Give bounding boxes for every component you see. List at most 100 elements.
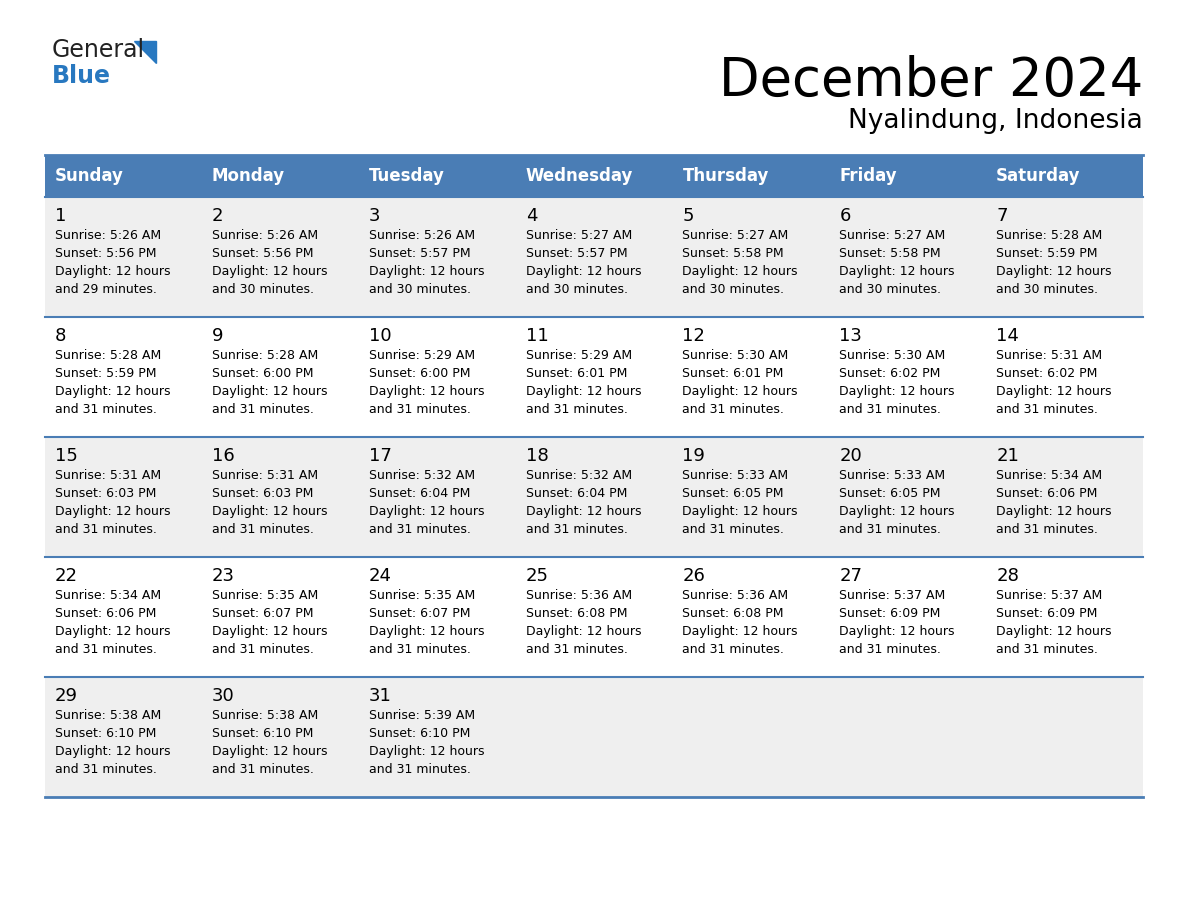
Text: Daylight: 12 hours: Daylight: 12 hours: [997, 625, 1112, 638]
Text: Sunset: 6:07 PM: Sunset: 6:07 PM: [211, 607, 314, 620]
Text: Sunset: 6:00 PM: Sunset: 6:00 PM: [368, 367, 470, 380]
Bar: [202, 155, 359, 197]
Bar: [829, 155, 986, 197]
Text: 20: 20: [839, 447, 862, 465]
Text: Daylight: 12 hours: Daylight: 12 hours: [525, 385, 642, 398]
Bar: [45, 197, 1143, 317]
Text: and 31 minutes.: and 31 minutes.: [211, 523, 314, 536]
Text: Sunset: 6:05 PM: Sunset: 6:05 PM: [682, 487, 784, 500]
Text: and 30 minutes.: and 30 minutes.: [211, 283, 314, 296]
Text: Daylight: 12 hours: Daylight: 12 hours: [839, 505, 955, 518]
Bar: [516, 155, 672, 197]
Text: Sunrise: 5:34 AM: Sunrise: 5:34 AM: [997, 469, 1102, 482]
Text: Daylight: 12 hours: Daylight: 12 hours: [525, 505, 642, 518]
Text: Sunset: 6:00 PM: Sunset: 6:00 PM: [211, 367, 314, 380]
Text: Sunrise: 5:29 AM: Sunrise: 5:29 AM: [368, 349, 475, 362]
Text: and 31 minutes.: and 31 minutes.: [682, 403, 784, 416]
Text: Sunset: 6:01 PM: Sunset: 6:01 PM: [682, 367, 784, 380]
Text: 13: 13: [839, 327, 862, 345]
Text: Sunset: 6:06 PM: Sunset: 6:06 PM: [997, 487, 1098, 500]
Text: and 31 minutes.: and 31 minutes.: [997, 643, 1098, 656]
Text: Daylight: 12 hours: Daylight: 12 hours: [55, 505, 171, 518]
Text: Sunset: 6:05 PM: Sunset: 6:05 PM: [839, 487, 941, 500]
Bar: [45, 677, 1143, 797]
Text: Sunrise: 5:26 AM: Sunrise: 5:26 AM: [368, 229, 475, 242]
Text: Sunrise: 5:29 AM: Sunrise: 5:29 AM: [525, 349, 632, 362]
Text: Friday: Friday: [839, 167, 897, 185]
Text: Sunrise: 5:27 AM: Sunrise: 5:27 AM: [682, 229, 789, 242]
Text: 29: 29: [55, 687, 78, 705]
Text: and 31 minutes.: and 31 minutes.: [211, 643, 314, 656]
Text: Sunrise: 5:38 AM: Sunrise: 5:38 AM: [55, 709, 162, 722]
Text: Sunset: 5:57 PM: Sunset: 5:57 PM: [368, 247, 470, 260]
Text: and 31 minutes.: and 31 minutes.: [997, 403, 1098, 416]
Text: Thursday: Thursday: [682, 167, 769, 185]
Text: and 30 minutes.: and 30 minutes.: [525, 283, 627, 296]
Text: and 31 minutes.: and 31 minutes.: [839, 403, 941, 416]
Text: 3: 3: [368, 207, 380, 225]
Text: Wednesday: Wednesday: [525, 167, 633, 185]
Text: Daylight: 12 hours: Daylight: 12 hours: [211, 625, 328, 638]
Text: Daylight: 12 hours: Daylight: 12 hours: [55, 745, 171, 758]
Text: Daylight: 12 hours: Daylight: 12 hours: [682, 505, 798, 518]
Text: Sunset: 6:03 PM: Sunset: 6:03 PM: [211, 487, 314, 500]
Text: Sunrise: 5:36 AM: Sunrise: 5:36 AM: [682, 589, 789, 602]
Text: 21: 21: [997, 447, 1019, 465]
Text: 17: 17: [368, 447, 392, 465]
Text: Sunset: 5:59 PM: Sunset: 5:59 PM: [997, 247, 1098, 260]
Text: Daylight: 12 hours: Daylight: 12 hours: [368, 745, 485, 758]
Text: Daylight: 12 hours: Daylight: 12 hours: [839, 265, 955, 278]
Text: Sunset: 6:04 PM: Sunset: 6:04 PM: [525, 487, 627, 500]
Text: 16: 16: [211, 447, 234, 465]
Text: and 31 minutes.: and 31 minutes.: [55, 763, 157, 776]
Text: General: General: [52, 38, 145, 62]
Text: and 31 minutes.: and 31 minutes.: [839, 523, 941, 536]
Text: 31: 31: [368, 687, 392, 705]
Text: Sunset: 5:56 PM: Sunset: 5:56 PM: [211, 247, 314, 260]
Bar: [45, 155, 202, 197]
Text: and 30 minutes.: and 30 minutes.: [839, 283, 941, 296]
Text: Daylight: 12 hours: Daylight: 12 hours: [55, 625, 171, 638]
Text: Sunrise: 5:30 AM: Sunrise: 5:30 AM: [839, 349, 946, 362]
Text: 28: 28: [997, 567, 1019, 585]
Text: 12: 12: [682, 327, 706, 345]
Text: Daylight: 12 hours: Daylight: 12 hours: [525, 265, 642, 278]
Text: 5: 5: [682, 207, 694, 225]
Text: Sunrise: 5:37 AM: Sunrise: 5:37 AM: [839, 589, 946, 602]
Text: Sunset: 6:01 PM: Sunset: 6:01 PM: [525, 367, 627, 380]
Text: Daylight: 12 hours: Daylight: 12 hours: [211, 745, 328, 758]
Text: Sunrise: 5:39 AM: Sunrise: 5:39 AM: [368, 709, 475, 722]
Text: and 30 minutes.: and 30 minutes.: [997, 283, 1098, 296]
Text: and 31 minutes.: and 31 minutes.: [682, 643, 784, 656]
Text: Sunset: 6:10 PM: Sunset: 6:10 PM: [368, 727, 470, 740]
Text: December 2024: December 2024: [719, 55, 1143, 107]
Text: 1: 1: [55, 207, 67, 225]
Text: 2: 2: [211, 207, 223, 225]
Text: 7: 7: [997, 207, 1007, 225]
Text: 25: 25: [525, 567, 549, 585]
Text: Sunset: 5:58 PM: Sunset: 5:58 PM: [682, 247, 784, 260]
Text: Daylight: 12 hours: Daylight: 12 hours: [211, 265, 328, 278]
Text: 26: 26: [682, 567, 706, 585]
Text: Sunrise: 5:28 AM: Sunrise: 5:28 AM: [55, 349, 162, 362]
Text: 27: 27: [839, 567, 862, 585]
Text: 8: 8: [55, 327, 67, 345]
Text: Sunrise: 5:38 AM: Sunrise: 5:38 AM: [211, 709, 318, 722]
Text: 15: 15: [55, 447, 78, 465]
Text: Sunset: 6:09 PM: Sunset: 6:09 PM: [997, 607, 1098, 620]
Text: Daylight: 12 hours: Daylight: 12 hours: [55, 265, 171, 278]
Text: 11: 11: [525, 327, 549, 345]
Text: Daylight: 12 hours: Daylight: 12 hours: [682, 625, 798, 638]
Text: Sunrise: 5:35 AM: Sunrise: 5:35 AM: [211, 589, 318, 602]
Text: Sunset: 6:08 PM: Sunset: 6:08 PM: [682, 607, 784, 620]
Text: Sunrise: 5:32 AM: Sunrise: 5:32 AM: [525, 469, 632, 482]
Text: Sunrise: 5:31 AM: Sunrise: 5:31 AM: [211, 469, 318, 482]
Text: Sunrise: 5:34 AM: Sunrise: 5:34 AM: [55, 589, 162, 602]
Text: and 31 minutes.: and 31 minutes.: [211, 763, 314, 776]
Text: Sunrise: 5:28 AM: Sunrise: 5:28 AM: [211, 349, 318, 362]
Text: and 31 minutes.: and 31 minutes.: [211, 403, 314, 416]
Text: Sunrise: 5:31 AM: Sunrise: 5:31 AM: [55, 469, 162, 482]
Text: and 31 minutes.: and 31 minutes.: [839, 643, 941, 656]
Text: and 31 minutes.: and 31 minutes.: [368, 643, 470, 656]
Polygon shape: [134, 41, 156, 63]
